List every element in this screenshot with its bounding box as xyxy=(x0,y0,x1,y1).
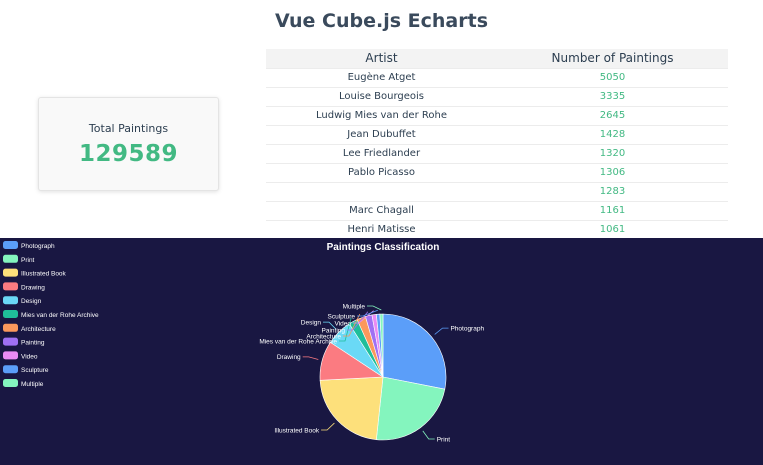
legend-label-multiple[interactable]: Multiple xyxy=(21,381,44,388)
leader-line-video xyxy=(353,310,374,324)
table-row: Louise Bourgeois 3335 xyxy=(266,86,728,106)
painting-count-cell: 3335 xyxy=(497,86,728,106)
legend-label-drawing[interactable]: Drawing xyxy=(21,284,45,291)
table-row: Ludwig Mies van der Rohe 2645 xyxy=(266,105,728,125)
slice-label-painting: Painting xyxy=(322,327,346,334)
slice-label-mies-van-der-rohe-archive: Mies van der Rohe Archive xyxy=(259,338,337,345)
leader-line-design xyxy=(323,321,337,330)
total-paintings-label: Total Paintings xyxy=(88,122,169,135)
legend-label-painting[interactable]: Painting xyxy=(21,340,45,347)
artist-cell: Jean Dubuffet xyxy=(266,124,497,144)
leader-line-multiple xyxy=(367,305,382,311)
table-header-row: Artist Number of Paintings xyxy=(266,49,728,68)
painting-count-cell: 2645 xyxy=(497,105,728,125)
slice-label-photograph: Photograph xyxy=(450,325,484,332)
table-row: Pablo Picasso 1306 xyxy=(266,162,728,182)
total-paintings-value: 129589 xyxy=(78,141,179,167)
legend-swatch-mies-van-der-rohe-archive[interactable] xyxy=(3,310,18,318)
classification-chart-panel: Paintings Classification Photograph Print I… xyxy=(0,238,763,465)
pie-slice-print[interactable] xyxy=(376,376,446,441)
slice-label-sculpture: Sculpture xyxy=(328,313,356,320)
legend-swatch-video[interactable] xyxy=(3,351,18,360)
total-paintings-card: Total Paintings 129589 xyxy=(38,97,219,191)
slice-label-illustrated-book: Illustrated Book xyxy=(274,427,320,434)
leader-line-photograph xyxy=(434,327,449,335)
table-row: Lee Friedlander 1320 xyxy=(266,143,728,163)
table-row: Jean Dubuffet 1428 xyxy=(266,124,728,144)
legend-swatch-painting[interactable] xyxy=(3,337,18,346)
page-title: Vue Cube.js Echarts xyxy=(274,10,489,32)
leader-line-painting xyxy=(347,311,369,331)
table-row: Marc Chagall 1161 xyxy=(266,200,728,220)
table-body: Eugène Atget 5050 Louise Bourgeois 3335 Ludw… xyxy=(266,67,728,238)
leader-line-mies-van-der-rohe-archive xyxy=(339,317,352,342)
artist-cell: Eugène Atget xyxy=(266,67,497,87)
legend-swatch-illustrated-book[interactable] xyxy=(3,268,18,277)
artist-cell: Henri Matisse xyxy=(266,219,497,238)
legend-swatch-multiple[interactable] xyxy=(3,379,18,387)
legend-label-sculpture[interactable]: Sculpture xyxy=(21,367,49,374)
painting-count-cell: 1428 xyxy=(497,124,728,144)
artist-cell xyxy=(266,181,497,201)
legend-swatch-print[interactable] xyxy=(3,254,18,263)
pie-slice-multiple[interactable] xyxy=(379,313,384,378)
legend-label-mies-van-der-rohe-archive[interactable]: Mies van der Rohe Archive xyxy=(21,312,99,319)
column-header-artist[interactable]: Artist xyxy=(266,49,497,68)
slice-label-video: Video xyxy=(334,320,351,327)
table-row: Eugène Atget 5050 xyxy=(266,67,728,87)
painting-count-cell: 1283 xyxy=(497,181,728,201)
legend-swatch-drawing[interactable] xyxy=(3,282,18,291)
column-header-count[interactable]: Number of Paintings xyxy=(497,49,728,68)
painting-count-cell: 5050 xyxy=(497,67,728,87)
artist-cell: Louise Bourgeois xyxy=(266,86,497,106)
leader-line-sculpture xyxy=(357,309,378,317)
painting-count-cell: 1061 xyxy=(497,219,728,238)
legend-swatch-photograph[interactable] xyxy=(3,241,18,249)
leader-line-drawing xyxy=(302,356,319,360)
artists-table: Artist Number of Paintings Eugène Atget 5… xyxy=(266,49,728,238)
slice-label-multiple: Multiple xyxy=(343,303,366,310)
artist-cell: Lee Friedlander xyxy=(266,143,497,163)
legend-swatch-sculpture[interactable] xyxy=(3,365,18,374)
chart-title: Paintings Classification xyxy=(327,242,440,253)
slice-label-drawing: Drawing xyxy=(277,354,301,361)
pie-chart: Paintings Classification Photograph Print I… xyxy=(3,241,484,443)
painting-count-cell: 1306 xyxy=(497,162,728,182)
legend-label-architecture[interactable]: Architecture xyxy=(21,326,56,333)
legend-swatch-architecture[interactable] xyxy=(3,323,18,332)
legend-label-print[interactable]: Print xyxy=(21,257,35,264)
legend-swatch-design[interactable] xyxy=(3,296,18,305)
slice-label-print: Print xyxy=(437,436,451,443)
slice-label-architecture: Architecture xyxy=(306,333,341,340)
pie-slice-photograph[interactable] xyxy=(382,313,447,390)
leader-line-architecture xyxy=(343,313,361,337)
leader-line-illustrated-book xyxy=(321,422,335,431)
artist-cell: Pablo Picasso xyxy=(266,162,497,182)
legend-label-illustrated-book[interactable]: Illustrated Book xyxy=(21,271,67,278)
artist-cell: Marc Chagall xyxy=(266,200,497,220)
artists-table-container[interactable]: Artist Number of Paintings Eugène Atget 5… xyxy=(266,49,728,238)
painting-count-cell: 1320 xyxy=(497,143,728,163)
artist-cell: Ludwig Mies van der Rohe xyxy=(266,105,497,125)
painting-count-cell: 1161 xyxy=(497,200,728,220)
leader-line-print xyxy=(422,430,435,440)
table-row: Henri Matisse 1061 xyxy=(266,219,728,238)
slice-label-design: Design xyxy=(301,319,322,326)
table-row: 1283 xyxy=(266,181,728,201)
legend-label-photograph[interactable]: Photograph xyxy=(21,243,55,250)
legend-label-design[interactable]: Design xyxy=(21,298,42,305)
legend-label-video[interactable]: Video xyxy=(21,353,38,360)
pie-slice-illustrated-book[interactable] xyxy=(319,376,384,440)
